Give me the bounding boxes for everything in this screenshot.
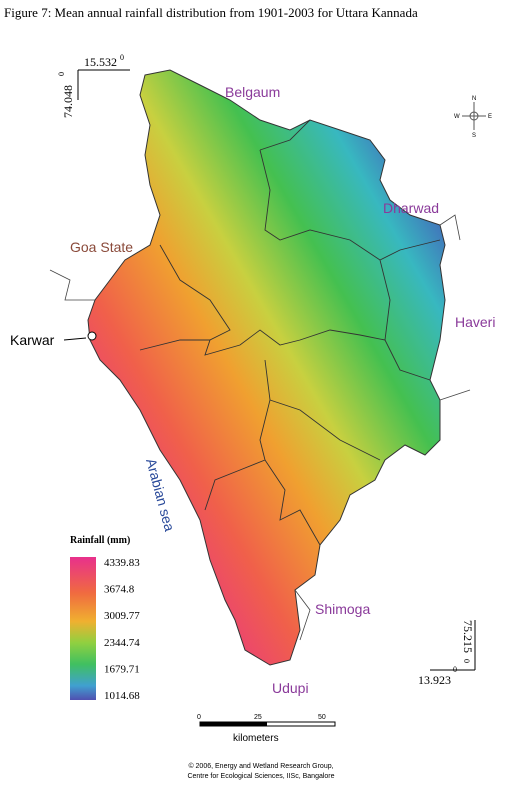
title: Figure 7: Mean annual rainfall distribut… <box>4 5 418 20</box>
coord-ticks <box>77 69 476 671</box>
scale-unit: kilometers <box>233 733 279 744</box>
legend-label: 3674.8 <box>104 584 135 596</box>
place-label: Haveri <box>455 314 495 330</box>
legend-label: 2344.74 <box>104 637 140 649</box>
place-label: Dharwad <box>383 200 439 216</box>
legend-title: Rainfall (mm) <box>70 535 130 546</box>
legend-label: 1014.68 <box>104 690 140 702</box>
district-map <box>87 69 446 666</box>
compass-n: N <box>472 96 476 102</box>
compass-w: W <box>454 114 460 120</box>
coord-degree: 0 <box>120 53 124 62</box>
scale-tick: 25 <box>254 714 262 721</box>
coord-degree: 0 <box>453 665 457 674</box>
legend-bar <box>70 557 96 700</box>
place-label: Goa State <box>70 239 133 255</box>
coord-degree: 0 <box>462 659 471 663</box>
place-label: Belgaum <box>225 84 280 100</box>
place-label: Karwar <box>10 332 55 348</box>
coord-label: 13.923 <box>418 673 451 687</box>
place-label: Udupi <box>272 680 309 696</box>
district-borders <box>139 119 441 546</box>
scale-bar <box>199 721 336 727</box>
scale-tick: 50 <box>318 714 326 721</box>
outer-boundaries <box>49 214 471 641</box>
place-label: Shimoga <box>315 601 370 617</box>
karwar-marker <box>63 331 97 341</box>
coord-label: 75.215 <box>461 620 475 653</box>
credit: Centre for Ecological Sciences, IISc, Ba… <box>187 773 334 780</box>
scale-tick: 0 <box>197 714 201 721</box>
compass-s: S <box>472 133 476 139</box>
coord-label: 74.048 <box>61 85 75 118</box>
legend-label: 1679.71 <box>104 663 140 675</box>
compass: N E W S <box>454 96 492 139</box>
credit: © 2006, Energy and Wetland Research Grou… <box>188 762 333 770</box>
coord-label: 15.532 <box>84 55 117 69</box>
coord-degree: 0 <box>57 72 66 76</box>
compass-e: E <box>488 114 492 120</box>
legend-label: 4339.83 <box>104 557 140 569</box>
legend-label: 3009.77 <box>104 610 140 622</box>
